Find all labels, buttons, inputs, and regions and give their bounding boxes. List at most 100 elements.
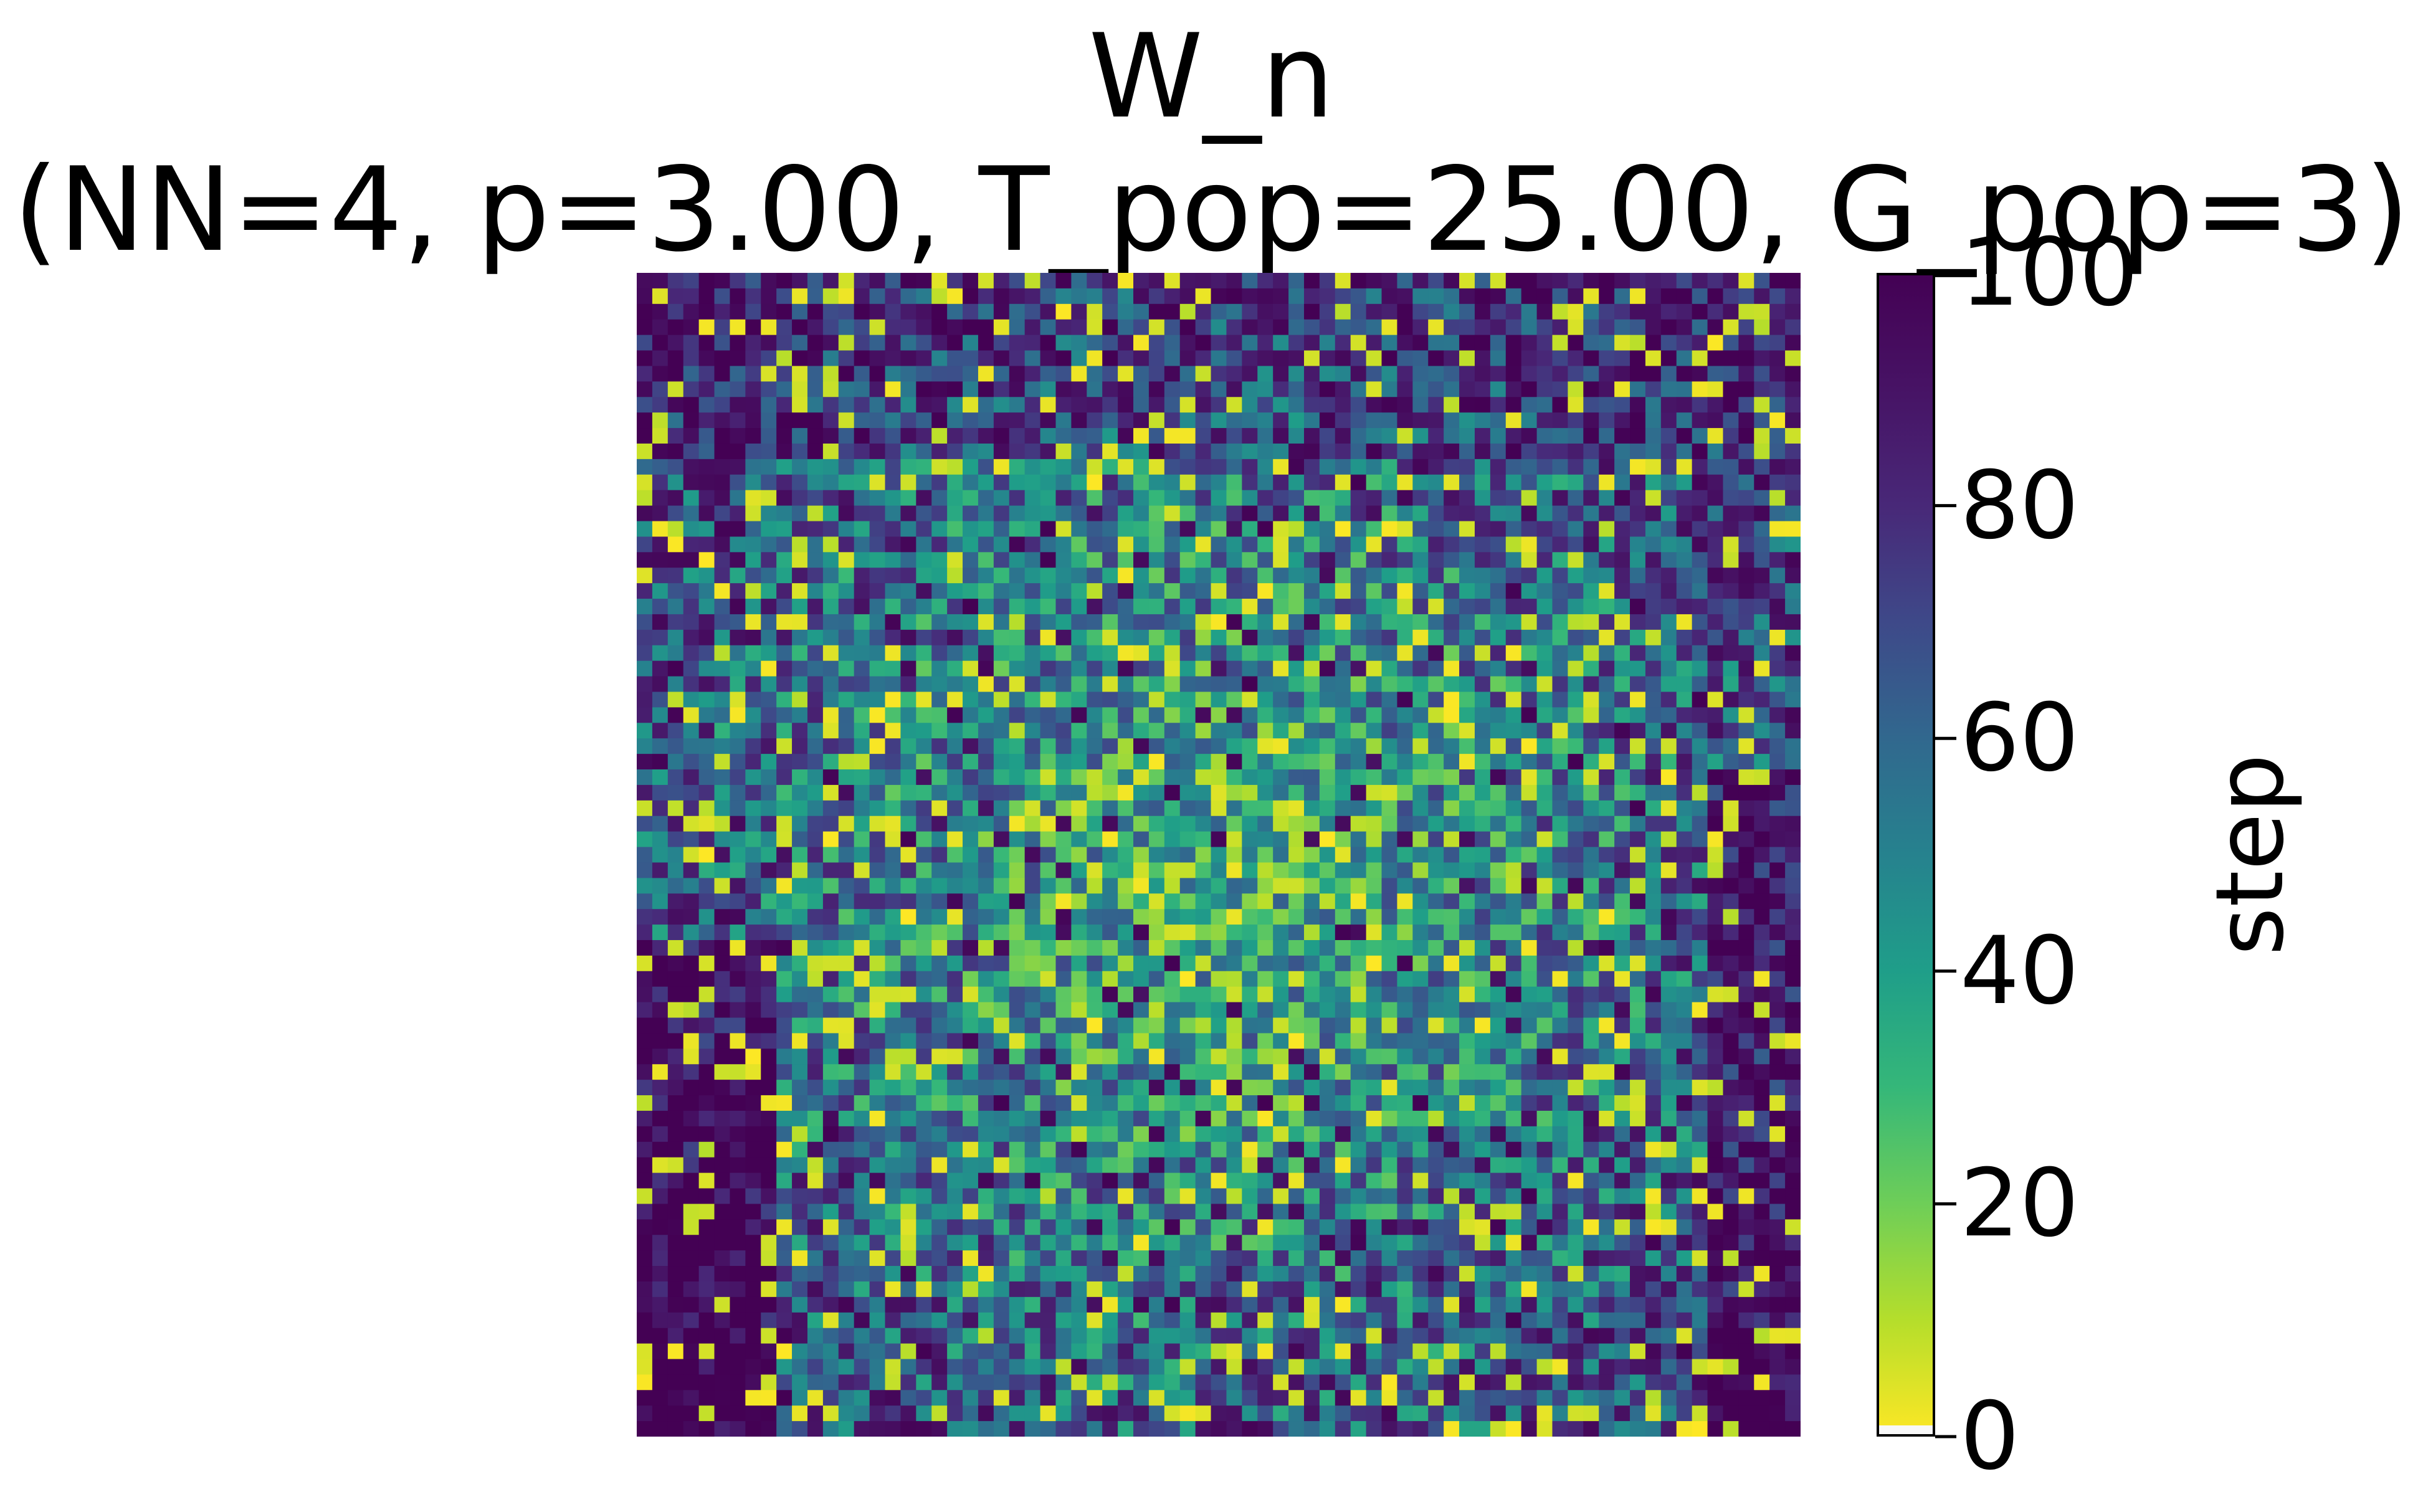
- heatmap-cell: [1118, 909, 1134, 925]
- heatmap-cell: [1769, 971, 1786, 987]
- heatmap-cell: [1040, 784, 1056, 801]
- heatmap-cell: [1785, 350, 1801, 366]
- heatmap-cell: [761, 599, 777, 615]
- heatmap-cell: [1009, 599, 1026, 615]
- heatmap-cell: [1444, 893, 1460, 910]
- heatmap-cell: [1148, 1095, 1165, 1111]
- heatmap-cell: [1303, 1219, 1320, 1235]
- heatmap-cell: [1536, 397, 1553, 413]
- heatmap-cell: [698, 1266, 715, 1282]
- heatmap-cell: [1568, 273, 1584, 289]
- heatmap-cell: [714, 1110, 730, 1127]
- heatmap-cell: [1242, 319, 1258, 336]
- heatmap-cell: [1211, 986, 1227, 1003]
- heatmap-cell: [1040, 971, 1056, 987]
- heatmap-cell: [1179, 428, 1196, 444]
- heatmap-cell: [869, 319, 886, 336]
- heatmap-cell: [1769, 893, 1786, 910]
- heatmap-cell: [1133, 1095, 1150, 1111]
- heatmap-cell: [1303, 1017, 1320, 1034]
- heatmap-cell: [1552, 1002, 1568, 1019]
- heatmap-cell: [993, 288, 1010, 305]
- heatmap-cell: [1242, 1157, 1258, 1174]
- heatmap-cell: [1630, 909, 1646, 925]
- heatmap-cell: [1490, 1064, 1507, 1080]
- heatmap-cell: [1242, 1219, 1258, 1235]
- heatmap-cell: [1133, 1250, 1150, 1267]
- heatmap-cell: [978, 381, 994, 397]
- heatmap-cell: [652, 629, 669, 646]
- heatmap-cell: [854, 1235, 870, 1251]
- heatmap-cell: [1505, 769, 1522, 786]
- heatmap-cell: [1692, 366, 1708, 382]
- heatmap-cell: [1614, 971, 1630, 987]
- heatmap-cell: [792, 474, 808, 491]
- heatmap-cell: [1412, 428, 1429, 444]
- heatmap-cell: [1630, 986, 1646, 1003]
- heatmap-cell: [1614, 397, 1630, 413]
- heatmap-cell: [916, 800, 932, 817]
- heatmap-cell: [1366, 660, 1383, 677]
- heatmap-cell: [1009, 1172, 1026, 1189]
- heatmap-cell: [822, 909, 839, 925]
- heatmap-cell: [1164, 676, 1181, 692]
- heatmap-cell: [1397, 893, 1413, 910]
- heatmap-cell: [730, 723, 746, 739]
- heatmap-cell: [1040, 769, 1056, 786]
- heatmap-cell: [1459, 1048, 1475, 1065]
- heatmap-cell: [807, 1296, 824, 1313]
- heatmap-cell: [1071, 1033, 1087, 1049]
- heatmap-cell: [637, 1110, 653, 1127]
- heatmap-cell: [931, 955, 948, 972]
- heatmap-cell: [730, 412, 746, 429]
- heatmap-cell: [1676, 428, 1693, 444]
- heatmap-cell: [1754, 1033, 1770, 1049]
- heatmap-cell: [807, 350, 824, 366]
- heatmap-cell: [637, 335, 653, 351]
- heatmap-cell: [1444, 723, 1460, 739]
- heatmap-cell: [869, 707, 886, 723]
- heatmap-cell: [1645, 521, 1662, 537]
- heatmap-cell: [1428, 939, 1444, 956]
- heatmap-cell: [1257, 862, 1273, 878]
- heatmap-cell: [667, 1002, 684, 1019]
- heatmap-cell: [792, 288, 808, 305]
- heatmap-cell: [1660, 754, 1677, 770]
- heatmap-cell: [1350, 909, 1367, 925]
- heatmap-cell: [1381, 692, 1397, 708]
- heatmap-cell: [1738, 1048, 1754, 1065]
- heatmap-cell: [1412, 754, 1429, 770]
- heatmap-cell: [1630, 738, 1646, 754]
- heatmap-cell: [792, 955, 808, 972]
- heatmap-cell: [900, 552, 916, 568]
- heatmap-cell: [963, 1017, 979, 1034]
- heatmap-cell: [1257, 955, 1273, 972]
- heatmap-cell: [1319, 939, 1336, 956]
- heatmap-cell: [1645, 676, 1662, 692]
- heatmap-cell: [637, 815, 653, 832]
- heatmap-cell: [776, 1281, 793, 1298]
- heatmap-cell: [1133, 443, 1150, 460]
- heatmap-cell: [1087, 397, 1103, 413]
- heatmap-cell: [1599, 754, 1615, 770]
- heatmap-cell: [698, 552, 715, 568]
- heatmap-cell: [1599, 925, 1615, 941]
- heatmap-cell: [931, 1296, 948, 1313]
- heatmap-cell: [1660, 521, 1677, 537]
- heatmap-cell: [667, 1250, 684, 1267]
- heatmap-cell: [761, 273, 777, 289]
- heatmap-cell: [1630, 490, 1646, 506]
- heatmap-cell: [1474, 350, 1491, 366]
- heatmap-cell: [822, 1235, 839, 1251]
- heatmap-cell: [1102, 707, 1118, 723]
- heatmap-cell: [1040, 925, 1056, 941]
- heatmap-cell: [714, 568, 730, 584]
- heatmap-cell: [885, 1048, 901, 1065]
- heatmap-cell: [869, 583, 886, 599]
- heatmap-cell: [1148, 676, 1165, 692]
- heatmap-cell: [1164, 599, 1181, 615]
- heatmap-cell: [1412, 412, 1429, 429]
- heatmap-cell: [1319, 645, 1336, 662]
- heatmap-cell: [963, 381, 979, 397]
- heatmap-cell: [1536, 971, 1553, 987]
